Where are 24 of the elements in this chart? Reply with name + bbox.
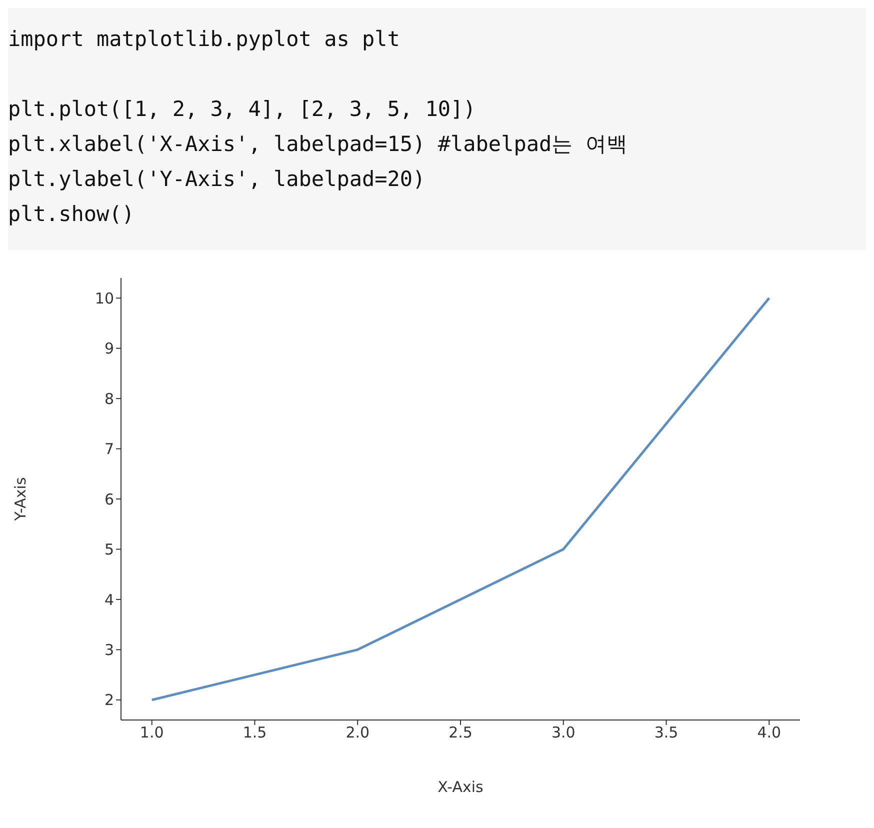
x-tick-label: 2.0 xyxy=(346,724,370,742)
y-tick-label: 7 xyxy=(104,440,114,458)
x-tick-label: 3.0 xyxy=(551,724,576,742)
y-tick-label: 5 xyxy=(104,540,114,559)
y-tick-label: 6 xyxy=(104,490,114,508)
y-tick-label: 10 xyxy=(94,289,114,308)
text: plt.show() xyxy=(8,201,136,228)
y-tick-label: 3 xyxy=(104,641,114,660)
x-axis-title: X-Axis xyxy=(438,778,484,796)
text: import matplotlib.pyplot as plt xyxy=(8,26,401,53)
text: plt.xlabel('X-Axis', labelpad=15) #labelpad는 여백 xyxy=(8,131,628,158)
x-tick-label: 4.0 xyxy=(757,724,782,742)
x-tick-label: 1.5 xyxy=(242,724,267,742)
text: plt.ylabel('Y-Axis', labelpad=20) xyxy=(8,166,426,193)
line-series xyxy=(150,296,770,702)
y-tick-label: 8 xyxy=(104,390,114,408)
text: plt.plot([1, 2, 3, 4], [2, 3, 5, 10]) xyxy=(8,96,477,123)
x-tick-label: 3.5 xyxy=(654,724,678,742)
y-tick-label: 9 xyxy=(104,340,114,358)
y-tick-label: 2 xyxy=(104,691,114,710)
x-tick-label: 1.0 xyxy=(140,724,164,742)
y-axis-title: Y-Axis xyxy=(11,477,30,522)
y-tick-label: 4 xyxy=(104,590,114,609)
x-tick-label: 2.5 xyxy=(448,724,472,742)
